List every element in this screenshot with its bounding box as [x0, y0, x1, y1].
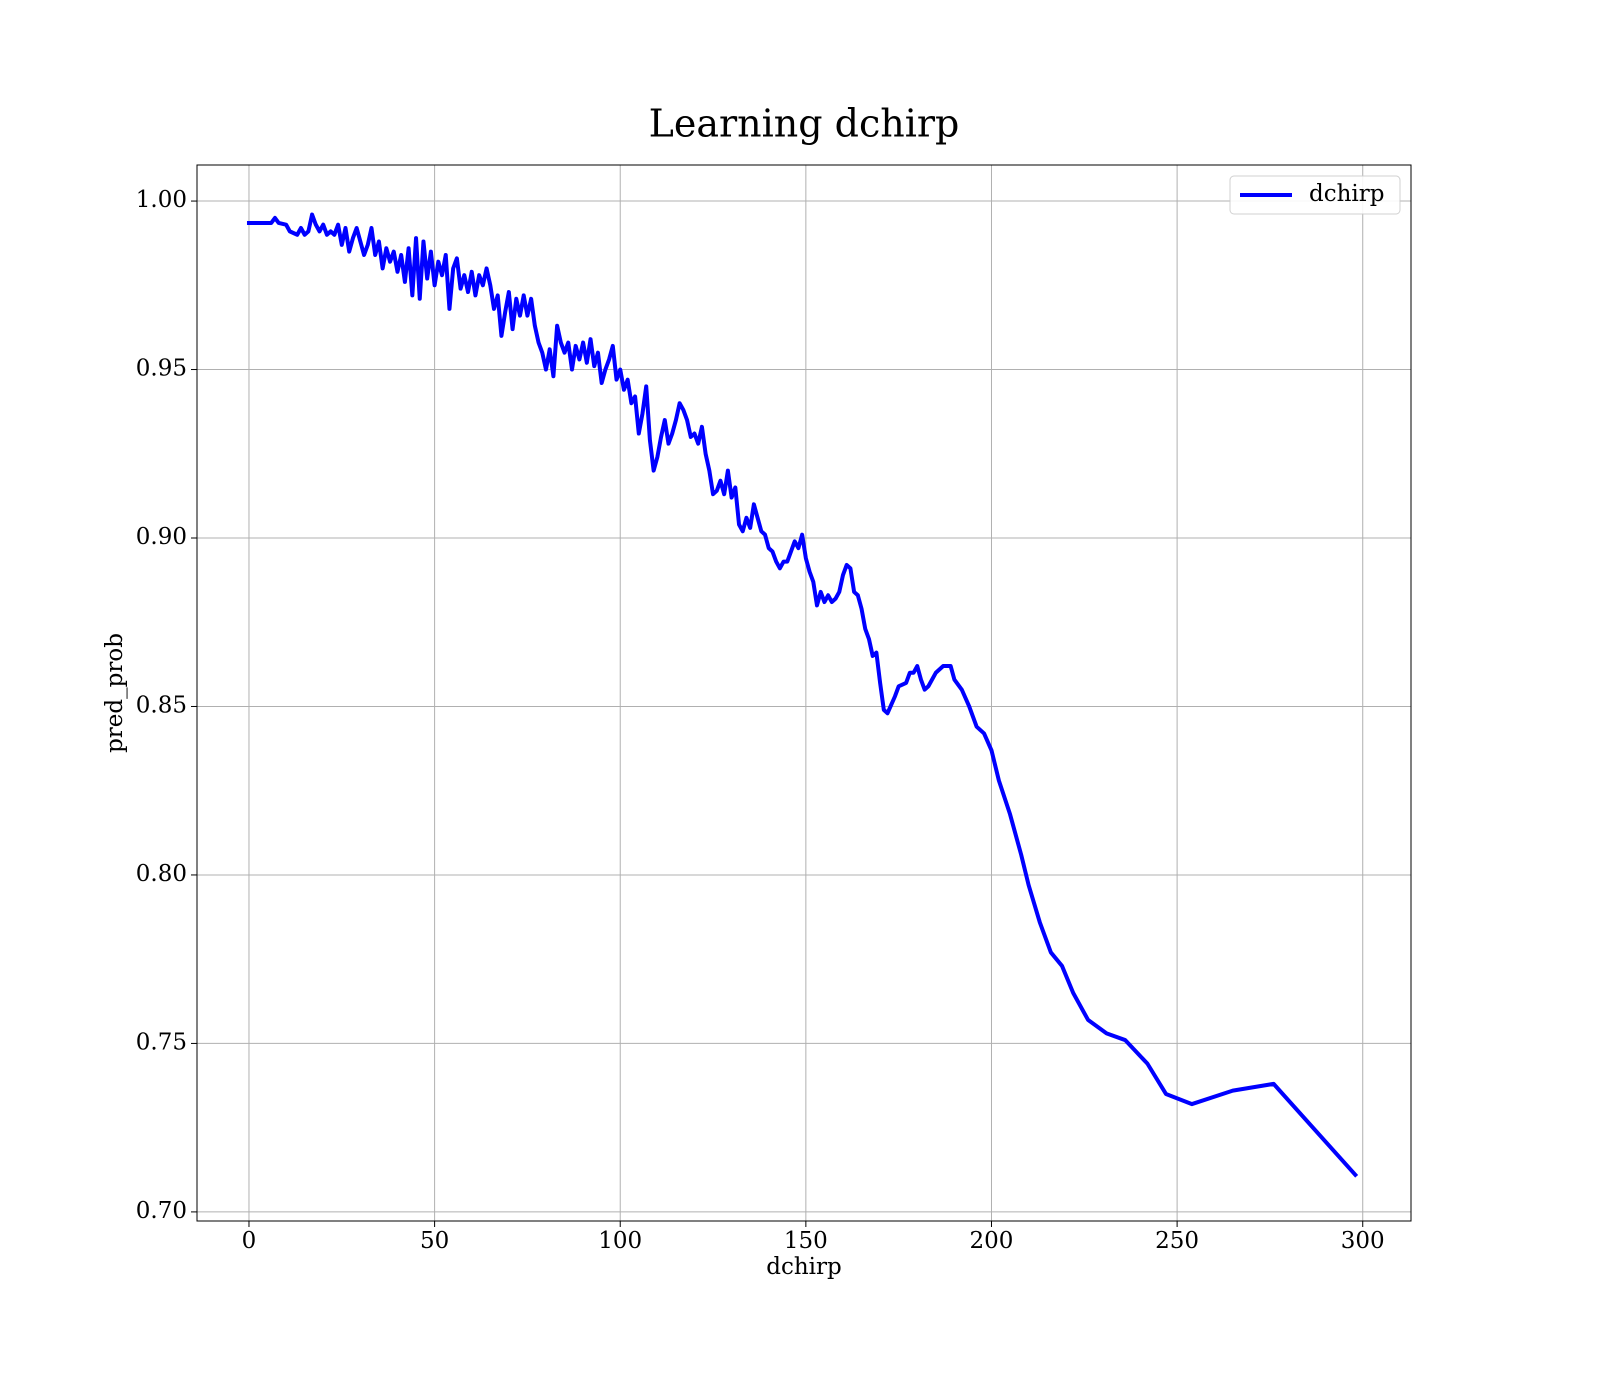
x-tick-label: 50 [420, 1228, 449, 1254]
x-tick-label: 250 [1155, 1228, 1199, 1254]
x-tick-label: 0 [242, 1228, 257, 1254]
plot-frame [196, 164, 1412, 1222]
y-axis-label: pred_prob [102, 633, 128, 753]
y-tick-label: 1.00 [136, 187, 187, 213]
x-axis-label: dchirp [766, 1254, 842, 1280]
x-tick-label: 200 [970, 1228, 1014, 1254]
y-tick-label: 0.80 [136, 861, 187, 887]
x-tick-label: 150 [784, 1228, 828, 1254]
legend-label: dchirp [1309, 181, 1385, 207]
legend-box [1229, 175, 1401, 215]
y-tick-label: 0.90 [136, 524, 187, 550]
y-tick-label: 0.75 [136, 1029, 187, 1055]
y-tick-label: 0.70 [136, 1198, 187, 1224]
data-line [246, 212, 1359, 1178]
x-tick-label: 100 [598, 1228, 642, 1254]
y-tick-label: 0.95 [136, 356, 187, 382]
x-tick-label: 300 [1341, 1228, 1385, 1254]
y-tick-label: 0.85 [136, 692, 187, 718]
chart-title: Learning dchirp [649, 102, 960, 146]
